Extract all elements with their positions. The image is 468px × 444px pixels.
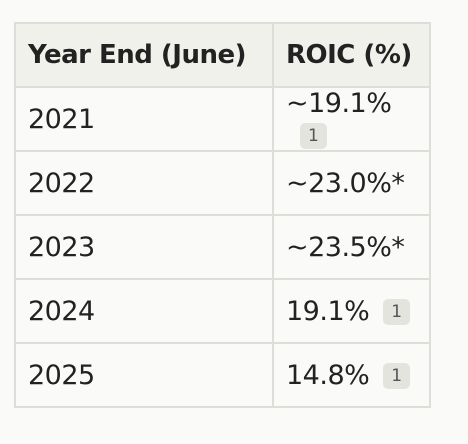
roic-cell: 19.1% 1 [272,278,431,344]
table-head: Year End (June) ROIC (%) [14,22,431,88]
table-row: 2022 ~23.0%* [14,150,431,216]
roic-cell: 14.8% 1 [272,342,431,408]
table-row: 2023 ~23.5%* [14,214,431,280]
year-cell: 2024 [14,278,274,344]
roic-value: 14.8% [286,359,370,391]
roic-value: ~23.5%* [286,231,405,263]
roic-value: ~23.0%* [286,167,405,199]
year-cell: 2023 [14,214,274,280]
roic-cell: ~23.5%* [272,214,431,280]
table-row: 2024 19.1% 1 [14,278,431,344]
header-row: Year End (June) ROIC (%) [14,22,431,88]
table-body: 2021 ~19.1%1 2022 ~23.0%* 2023 ~23.5%* 2024 19.… [14,86,431,408]
citation-badge: 1 [300,122,327,149]
table-row: 2025 14.8% 1 [14,342,431,408]
table-row: 2021 ~19.1% 1 [14,86,431,152]
roic-cell: ~23.0%* [272,150,431,216]
header-cell: Year End (June) [14,22,274,88]
header-cell: ROIC (%) [272,22,431,88]
year-cell: 2021 [14,86,274,152]
citation-badge: 1 [383,299,411,325]
year-cell: 2022 [14,150,274,216]
roic-cell: ~19.1% 1 [272,86,431,152]
citation-badge: 1 [383,363,411,389]
roic-value: 19.1% [286,295,370,327]
roic-table: Year End (June) ROIC (%) 2021 ~19.1%1 2022… [14,22,431,408]
year-cell: 2025 [14,342,274,408]
roic-value: ~19.1% [286,88,392,119]
